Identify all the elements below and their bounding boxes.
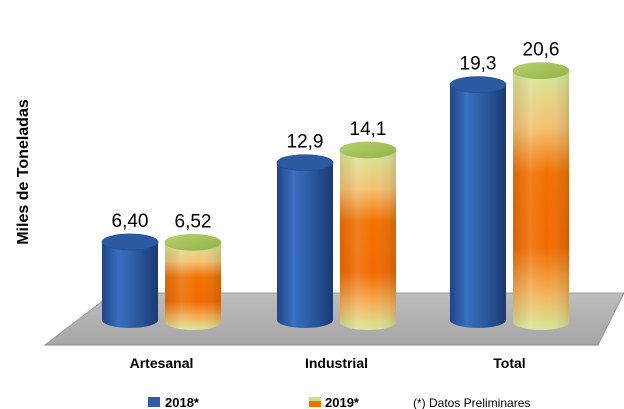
data-label-2019-artesanal: 6,52 [175,211,212,232]
legend-label-2019: 2019* [325,395,360,409]
legend: 2018* 2019* (*) Datos Preliminares [148,395,530,409]
bar-2018-industrial [276,154,334,328]
y-axis-title: Miles de Toneladas [15,99,32,245]
category-label-artesanal: Artesanal [130,355,194,371]
category-label-industrial: Industrial [305,355,368,371]
data-label-2019-industrial: 14,1 [350,119,387,140]
data-label-2018-industrial: 12,9 [287,132,324,153]
bar-2019-total [512,62,570,331]
data-label-2018-total: 19,3 [460,54,497,75]
legend-swatch-2019 [309,397,321,407]
legend-swatch-2018 [148,397,160,407]
bar-2018-artesanal [101,233,159,328]
data-label-2018-artesanal: 6,40 [112,211,149,232]
category-label-total: Total [493,355,525,371]
bar-2018-total [449,76,507,328]
note-datos-preliminares: (*) Datos Preliminares [413,396,530,409]
bar-2019-industrial [339,141,397,330]
legend-label-2018: 2018* [165,395,200,409]
bar-2019-artesanal [164,234,222,330]
data-label-2019-total: 20,6 [523,40,560,61]
